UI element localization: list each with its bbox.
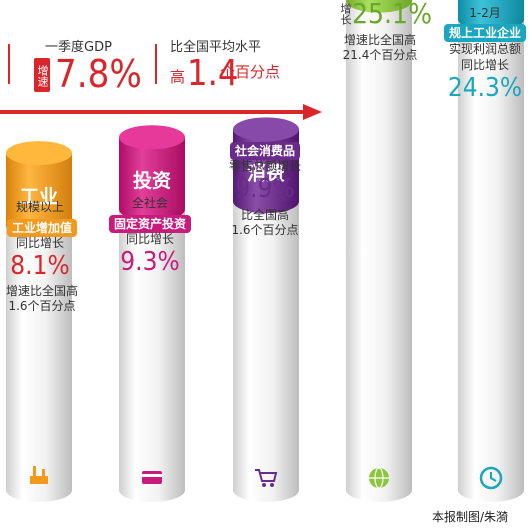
industry-top-text: 规模以上 <box>15 200 64 214</box>
investment-tag: 固定资产投资 <box>108 215 191 233</box>
consumption-note-2: 1.6个百分点 <box>231 223 299 237</box>
growth-vertical-badge: 增速 <box>34 58 50 92</box>
trade-value: 25.1% <box>352 0 433 30</box>
consumption-tag-wrap: 社会消费品 <box>215 140 315 160</box>
trade-column-body <box>346 0 412 503</box>
trade-bar <box>346 0 412 13</box>
compare-label: 比全国平均水平 <box>170 40 262 55</box>
consumption-note-1: 比全国高 <box>240 208 289 222</box>
industry-tag-wrap: 工业增加值 <box>0 217 84 237</box>
investment-column-body <box>119 209 185 503</box>
consumption-value: 9.9% <box>235 174 295 204</box>
investment-growth-label: 同比增长 <box>125 232 174 246</box>
compare-value: 1.4 <box>187 53 239 94</box>
investment-bar <box>119 137 185 222</box>
investment-value: 9.3% <box>120 247 180 277</box>
profit-column-body <box>458 19 524 503</box>
investment-column-label: 投资 <box>133 169 171 192</box>
consumption-column-label: 消费 <box>247 161 285 184</box>
gdp-label: 一季度GDP <box>45 40 112 55</box>
industry-column-body <box>6 225 72 502</box>
credit: 本报制图/朱漪 <box>432 510 509 524</box>
profit-growth-label: 同比增长 <box>460 58 509 72</box>
consumption-column-top <box>233 117 299 142</box>
trade-growth-vertical: 增长 <box>339 3 352 25</box>
clock-icon <box>479 466 503 490</box>
consumption-tag: 社会消费品 <box>229 142 300 160</box>
gdp-value: 7.8% <box>55 52 142 96</box>
header-divider-2 <box>155 44 157 84</box>
industry-bar <box>6 153 72 238</box>
industry-tag: 工业增加值 <box>6 219 77 237</box>
compare-prefix: 高 <box>170 68 186 86</box>
industry-growth-label: 同比增长 <box>15 236 64 250</box>
industry-note-2: 1.6个百分点 <box>8 299 76 313</box>
globe-icon <box>369 467 389 489</box>
header-divider-1 <box>8 44 10 84</box>
investment-column-top <box>119 125 185 150</box>
trade-note-2: 21.4个百分点 <box>342 48 418 62</box>
trade-note-1: 增速比全国高 <box>343 33 416 47</box>
investment-top-text: 全社会 <box>131 196 168 210</box>
profit-bar <box>458 0 524 32</box>
investment-tag-wrap: 固定资产投资 <box>100 213 200 233</box>
profit-period: 1-2月 <box>469 6 501 20</box>
compare-unit: 个百分点 <box>220 63 281 81</box>
consumption-line-2: 零售总额增长 <box>228 159 301 173</box>
card-icon <box>142 471 162 484</box>
cart-icon <box>255 469 278 487</box>
profit-tag-wrap: 规上工业企业 <box>438 22 530 42</box>
industry-column-label: 工业 <box>20 186 58 208</box>
industry-note-1: 增速比全国高 <box>5 284 78 298</box>
consumption-column-body <box>233 201 299 502</box>
trend-arrow <box>0 104 322 120</box>
factory-icon <box>30 466 48 484</box>
industry-value: 8.1% <box>10 251 70 281</box>
profit-value: 24.3% <box>447 73 523 103</box>
industry-column-top <box>6 141 72 166</box>
profit-tag: 规上工业企业 <box>443 24 526 42</box>
profit-line-2: 实现利润总额 <box>448 42 521 56</box>
